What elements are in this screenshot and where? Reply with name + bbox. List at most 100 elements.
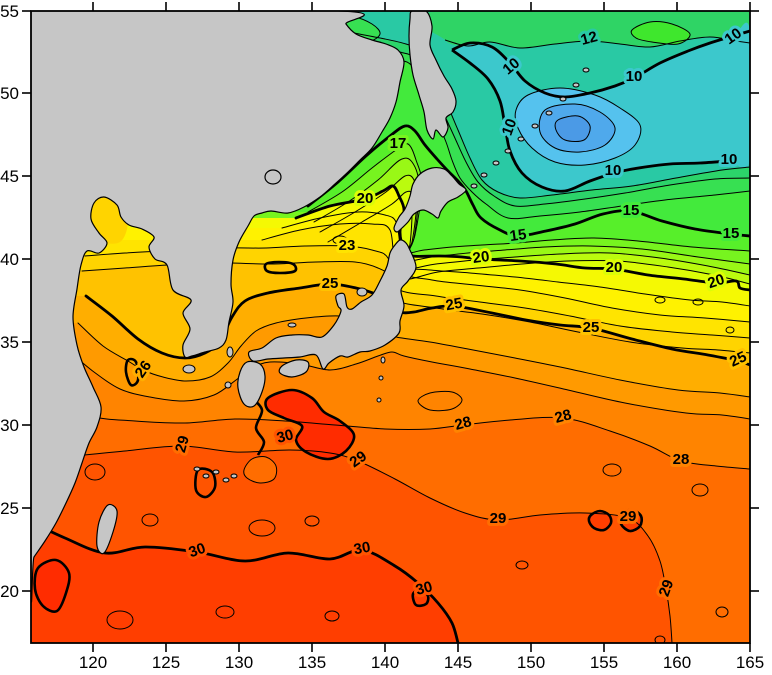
land-hokkaido bbox=[393, 167, 467, 233]
island-4 bbox=[380, 356, 386, 364]
island-14 bbox=[480, 172, 488, 178]
temp-patch-6 bbox=[417, 390, 463, 412]
contour-label: 25 bbox=[322, 275, 339, 292]
isotherm-line-16 bbox=[307, 143, 750, 254]
land-sakhalin bbox=[408, 11, 457, 140]
isotherm-line-21 bbox=[281, 211, 750, 307]
thin-contour-loop-2 bbox=[248, 519, 276, 537]
land-mainland bbox=[31, 11, 405, 603]
temp-patch-3 bbox=[587, 509, 613, 532]
island-18 bbox=[531, 123, 539, 129]
thin-contour-loop-9 bbox=[691, 483, 709, 497]
y-axis-tick-label: 20 bbox=[0, 582, 19, 601]
island-0 bbox=[182, 364, 196, 374]
thin-contour-loop-4 bbox=[106, 610, 134, 630]
island-19 bbox=[545, 110, 553, 116]
isotherm-line-10-upper bbox=[451, 29, 750, 99]
island-6 bbox=[376, 397, 382, 403]
y-axis-tick-label: 35 bbox=[0, 333, 19, 352]
x-axis-tick-label: 155 bbox=[590, 653, 618, 672]
thin-contour-loop-10 bbox=[715, 606, 729, 618]
island-22 bbox=[582, 67, 590, 73]
x-axis-tick-label: 145 bbox=[444, 653, 472, 672]
thin-contour-loop-12 bbox=[692, 298, 704, 306]
contour-label: 28 bbox=[673, 451, 690, 468]
land-taiwan bbox=[96, 503, 118, 555]
thin-contour-loop-1 bbox=[141, 513, 159, 527]
bold-contour-squiggle bbox=[251, 397, 266, 456]
land-honshu bbox=[247, 239, 417, 370]
contour-label: 29 bbox=[620, 508, 637, 525]
contour-label: 20 bbox=[472, 248, 491, 267]
x-axis-tick-label: 160 bbox=[663, 653, 691, 672]
isotherm-line-12-top bbox=[444, 36, 750, 49]
bold-contour-loop-1 bbox=[263, 260, 298, 275]
thin-contour-loop-7 bbox=[515, 560, 529, 570]
isotherm-line-29 bbox=[31, 445, 673, 643]
island-1 bbox=[226, 346, 234, 358]
island-5 bbox=[378, 375, 384, 381]
thin-contour-loop-0 bbox=[84, 463, 106, 481]
isotherm-line-28 bbox=[49, 397, 750, 470]
contour-label: 23 bbox=[339, 237, 356, 254]
island-11 bbox=[230, 473, 238, 479]
contour-label: 10 bbox=[721, 151, 738, 168]
y-axis-tick-label: 55 bbox=[0, 2, 19, 21]
contour-label: 10 bbox=[626, 68, 643, 85]
contour-label: 15 bbox=[623, 202, 640, 219]
y-axis-tick-label: 50 bbox=[0, 84, 19, 103]
thin-contour-loop-14 bbox=[654, 296, 666, 304]
y-axis-tick-label: 45 bbox=[0, 167, 19, 186]
thin-contour-loop-15 bbox=[725, 326, 735, 334]
x-axis-tick-label: 140 bbox=[371, 653, 399, 672]
bold-contour-loop-0 bbox=[124, 357, 140, 387]
thin-contour-loop-3 bbox=[304, 515, 320, 527]
x-axis-tick-label: 150 bbox=[517, 653, 545, 672]
island-16 bbox=[504, 148, 512, 154]
island-13 bbox=[470, 183, 478, 189]
x-axis-tick-label: 165 bbox=[736, 653, 764, 672]
isotherm-line-15 bbox=[306, 124, 750, 238]
isotherm-line-17 bbox=[313, 157, 750, 265]
island-9 bbox=[212, 469, 220, 475]
x-axis-tick-label: 135 bbox=[298, 653, 326, 672]
thin-contour-loop-6 bbox=[324, 610, 340, 622]
thin-contour-loop-8 bbox=[602, 463, 622, 477]
isotherm-line-20 bbox=[294, 184, 750, 292]
land-layer bbox=[31, 11, 590, 603]
contour-label: 29 bbox=[490, 510, 507, 527]
island-17 bbox=[517, 136, 525, 142]
temp-patch-1 bbox=[264, 388, 356, 461]
isotherm-line-10-lower bbox=[451, 48, 730, 193]
thin-contour-loop-13 bbox=[332, 235, 348, 245]
land-kyushu bbox=[237, 360, 266, 408]
island-2 bbox=[356, 287, 368, 297]
isotherm-line-19 bbox=[327, 190, 750, 285]
island-15 bbox=[492, 160, 500, 166]
y-axis-tick-label: 30 bbox=[0, 416, 19, 435]
temp-patch-5 bbox=[243, 455, 278, 484]
island-7 bbox=[193, 466, 201, 472]
contour-label: 17 bbox=[390, 135, 407, 152]
isotherm-line-27 bbox=[69, 351, 750, 420]
y-axis-tick-label: 40 bbox=[0, 250, 19, 269]
contour-label: 30 bbox=[352, 539, 371, 559]
land-shikoku bbox=[278, 359, 310, 378]
isotherm-line-22 bbox=[261, 222, 750, 323]
x-axis-tick-label: 120 bbox=[79, 653, 107, 672]
isotherm-line-30 bbox=[31, 520, 460, 643]
plot-frame bbox=[30, 10, 751, 644]
contour-label: 25 bbox=[444, 295, 463, 315]
bold-contour-loop-2 bbox=[194, 467, 217, 499]
contour-label: 20 bbox=[606, 259, 623, 276]
island-12 bbox=[224, 381, 232, 389]
island-3 bbox=[287, 322, 297, 328]
thin-contour-loop-5 bbox=[215, 605, 235, 619]
bold-contour-loop-3 bbox=[411, 588, 430, 608]
island-8 bbox=[202, 473, 210, 479]
island-10 bbox=[222, 477, 230, 483]
contour-label: 25 bbox=[583, 319, 600, 336]
